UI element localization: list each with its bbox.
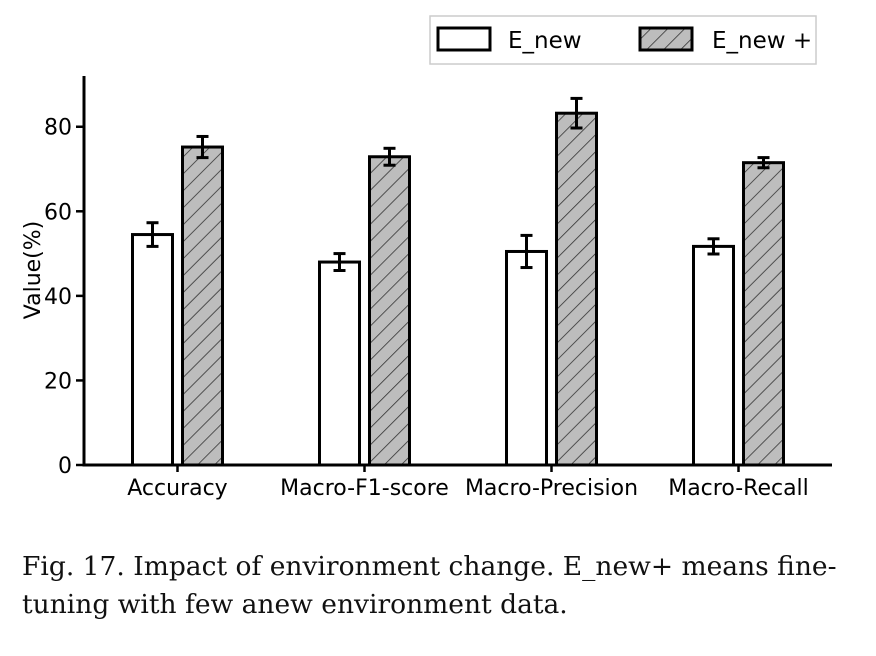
y-tick-label-40: 40 — [44, 285, 72, 310]
y-tick-label-60: 60 — [44, 200, 72, 225]
legend-label-e-new-plus: E_new + — [712, 28, 812, 54]
bar-e-new-accuracy — [181, 145, 224, 467]
y-axis-label: Value(%) — [21, 221, 46, 319]
bar-e-new-macro-f1-score — [368, 155, 411, 467]
legend-swatch-e-new — [436, 26, 492, 52]
x-tick-label-accuracy: Accuracy — [127, 476, 227, 501]
x-tick-label-macro-precision: Macro-Precision — [465, 476, 638, 501]
bar-e-new-macro-precision — [555, 111, 598, 467]
figure-caption: Fig. 17. Impact of environment change. E… — [22, 551, 837, 620]
bar-e-new-macro-recall — [742, 161, 785, 467]
y-tick-label-20: 20 — [44, 369, 72, 394]
x-tick-label-macro-recall: Macro-Recall — [668, 476, 809, 501]
y-tick-label-80: 80 — [44, 116, 72, 141]
bar-e-new-macro-f1-score — [318, 260, 361, 467]
bar-e-new-accuracy — [131, 233, 174, 467]
x-tick-label-macro-f1-score: Macro-F1-score — [280, 476, 449, 501]
legend-label-e-new: E_new — [508, 28, 582, 54]
bar-e-new-macro-precision — [505, 249, 548, 467]
plot-area: 0 20 40 60 80 Accuracy Macro-F1-score Macro-Pre… — [44, 76, 832, 501]
legend-swatch-e-new-plus — [638, 26, 694, 52]
y-tick-label-0: 0 — [58, 454, 72, 479]
bar-chart: E_new E_new + Value(%) 0 20 40 60 80 Accuracy… — [21, 15, 832, 501]
bar-e-new-macro-recall — [692, 244, 735, 467]
legend: E_new E_new + — [429, 15, 817, 65]
legend-box — [429, 15, 817, 65]
